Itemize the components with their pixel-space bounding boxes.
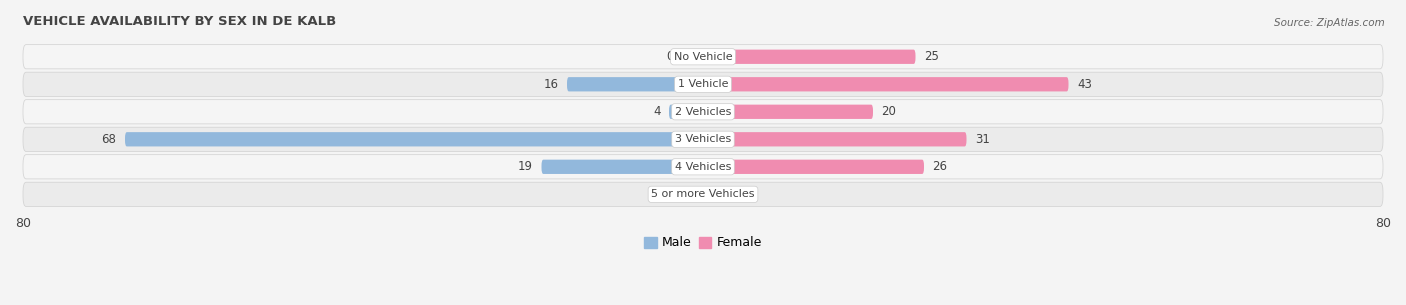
FancyBboxPatch shape: [703, 132, 966, 146]
Text: 4 Vehicles: 4 Vehicles: [675, 162, 731, 172]
Text: 25: 25: [924, 50, 939, 63]
FancyBboxPatch shape: [703, 77, 1069, 92]
Text: 43: 43: [1077, 78, 1092, 91]
Text: 4: 4: [652, 105, 661, 118]
FancyBboxPatch shape: [682, 50, 703, 64]
FancyBboxPatch shape: [703, 105, 873, 119]
FancyBboxPatch shape: [22, 45, 1384, 69]
Text: VEHICLE AVAILABILITY BY SEX IN DE KALB: VEHICLE AVAILABILITY BY SEX IN DE KALB: [22, 15, 336, 28]
Text: Source: ZipAtlas.com: Source: ZipAtlas.com: [1274, 18, 1385, 28]
FancyBboxPatch shape: [703, 50, 915, 64]
FancyBboxPatch shape: [703, 160, 924, 174]
FancyBboxPatch shape: [682, 187, 703, 202]
Text: 68: 68: [101, 133, 117, 146]
FancyBboxPatch shape: [541, 160, 703, 174]
Text: 0: 0: [666, 188, 673, 201]
Text: 0: 0: [733, 188, 740, 201]
FancyBboxPatch shape: [22, 182, 1384, 206]
Text: 20: 20: [882, 105, 897, 118]
FancyBboxPatch shape: [22, 100, 1384, 124]
Text: 16: 16: [544, 78, 558, 91]
Text: 0: 0: [666, 50, 673, 63]
FancyBboxPatch shape: [703, 187, 724, 202]
Text: No Vehicle: No Vehicle: [673, 52, 733, 62]
FancyBboxPatch shape: [669, 105, 703, 119]
Text: 19: 19: [517, 160, 533, 173]
Text: 1 Vehicle: 1 Vehicle: [678, 79, 728, 89]
Text: 26: 26: [932, 160, 948, 173]
FancyBboxPatch shape: [22, 155, 1384, 179]
Text: 3 Vehicles: 3 Vehicles: [675, 134, 731, 144]
Text: 5 or more Vehicles: 5 or more Vehicles: [651, 189, 755, 199]
FancyBboxPatch shape: [22, 72, 1384, 96]
FancyBboxPatch shape: [22, 127, 1384, 151]
FancyBboxPatch shape: [125, 132, 703, 146]
FancyBboxPatch shape: [567, 77, 703, 92]
Text: 31: 31: [974, 133, 990, 146]
Legend: Male, Female: Male, Female: [640, 231, 766, 254]
Text: 2 Vehicles: 2 Vehicles: [675, 107, 731, 117]
